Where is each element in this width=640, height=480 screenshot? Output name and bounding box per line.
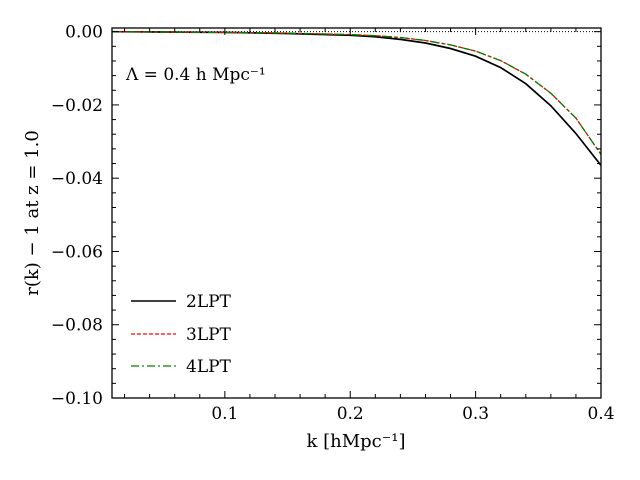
x-tick-label: 0.4 [587, 404, 614, 424]
y-tick-label: −0.08 [51, 316, 103, 336]
y-tick-label: 0.00 [65, 23, 103, 43]
x-tick-label: 0.1 [211, 404, 238, 424]
y-axis-label: r(k) − 1 at z = 1.0 [22, 130, 43, 296]
series-line-4lpt [111, 31, 602, 155]
x-tick-label: 0.2 [337, 404, 364, 424]
legend-label-3lpt: 3LPT [186, 325, 232, 345]
y-tick-label: −0.06 [51, 242, 103, 262]
plot-area [111, 30, 602, 166]
x-axis-label: k [hMpc⁻¹] [306, 431, 405, 452]
x-tick-label: 0.3 [462, 404, 489, 424]
axis-ticks [112, 28, 602, 399]
y-tick-label: −0.10 [51, 389, 103, 409]
legend-label-4lpt: 4LPT [186, 357, 232, 377]
legend: 2LPT 3LPT 4LPT [131, 292, 232, 377]
lambda-annotation: Λ = 0.4 h Mpc⁻¹ [125, 65, 266, 85]
plot-frame [111, 27, 602, 399]
tick-labels: 0.1 0.2 0.3 0.4 0.00 −0.02 −0.04 −0.06 −0.08 −0.1… [51, 23, 615, 424]
legend-label-2lpt: 2LPT [186, 292, 232, 312]
y-tick-label: −0.04 [51, 169, 103, 189]
y-tick-label: −0.02 [51, 96, 103, 116]
